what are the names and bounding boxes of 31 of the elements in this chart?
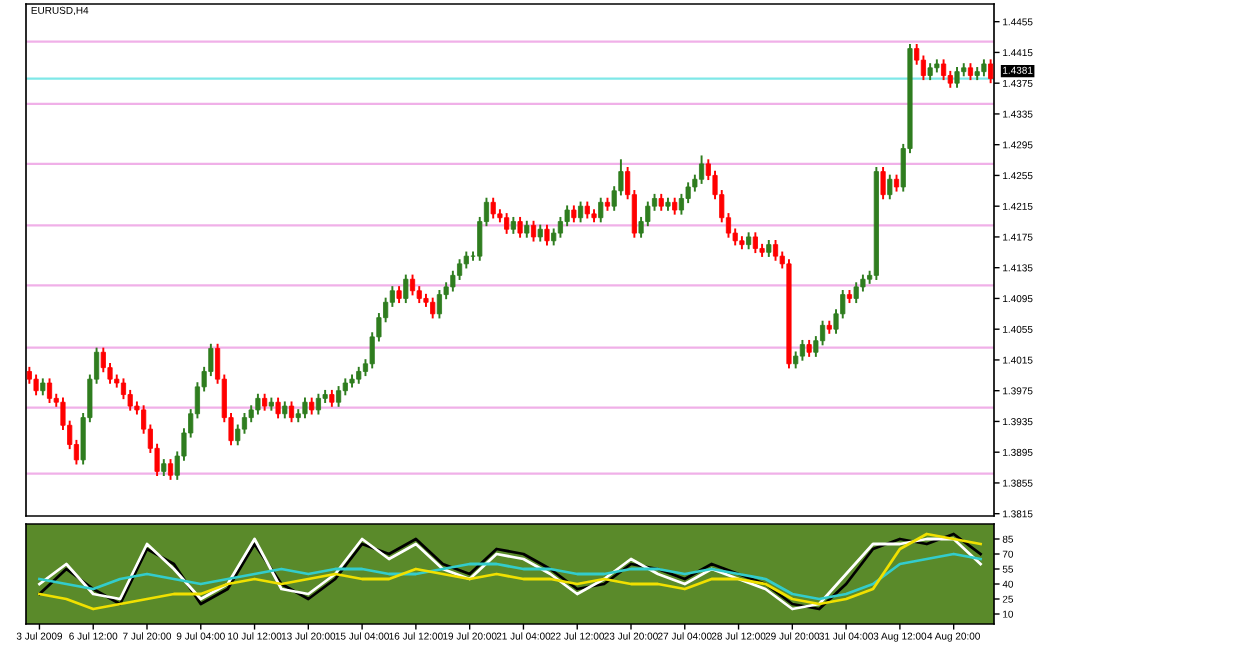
candlestick (853, 281, 859, 305)
candlestick (315, 392, 321, 416)
candlestick (517, 215, 523, 239)
candlestick (403, 273, 409, 305)
candlestick (799, 338, 805, 362)
candlestick (598, 196, 604, 224)
candlestick (490, 196, 496, 220)
candlestick (430, 296, 436, 320)
candlestick (504, 212, 510, 235)
candlestick (699, 154, 705, 185)
candlestick (752, 231, 758, 255)
candlestick (336, 385, 342, 408)
candlestick (530, 219, 537, 243)
candlestick (988, 58, 994, 85)
candlestick (772, 239, 779, 262)
candlestick (578, 200, 584, 224)
candlestick (887, 173, 893, 201)
candlestick (46, 377, 53, 404)
candlestick (275, 396, 281, 420)
candlestick (33, 373, 39, 397)
candlestick (288, 400, 295, 424)
line-series (38, 552, 982, 601)
candlestick (954, 66, 960, 89)
candlestick (302, 396, 308, 420)
candlestick (436, 289, 442, 320)
candlestick (880, 166, 886, 201)
candlestick (941, 58, 947, 82)
candlestick (544, 223, 550, 247)
candlestick (167, 458, 174, 481)
candlestick (255, 392, 261, 416)
candlestick (409, 273, 416, 297)
